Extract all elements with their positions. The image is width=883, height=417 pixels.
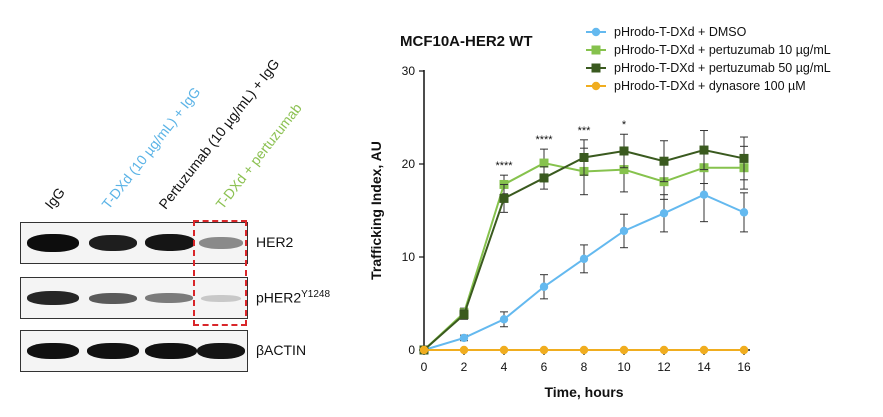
legend-label: pHrodo-T-DXd + pertuzumab 10 µg/mL [614,43,831,57]
y-tick-label: 10 [402,250,416,264]
legend-marker [591,45,601,55]
western-blot-panel: IgG T-DXd (10 µg/mL) + IgG Pertuzumab (1… [0,0,360,417]
blot-row-label-her2: HER2 [256,234,294,250]
legend-label: pHrodo-T-DXd + pertuzumab 50 µg/mL [614,61,831,75]
x-tick-label: 10 [617,360,631,374]
legend-label: pHrodo-T-DXd + dynasore 100 µM [614,79,806,93]
x-axis-title: Time, hours [544,384,623,400]
data-point [659,209,669,218]
blot-strip-bactin [20,330,248,372]
band [27,343,79,359]
x-tick-label: 12 [657,360,671,374]
legend-marker [591,27,601,37]
data-point [699,345,709,355]
pher2-site-superscript: Y1248 [301,289,331,300]
blot-row-label-pher2: pHER2Y1248 [256,289,331,306]
trafficking-chart: MCF10A-HER2 WT 0 10 20 30 0 2 4 6 8 10 12 14 16 Time, … [368,25,831,400]
band [89,235,137,251]
chart-title: MCF10A-HER2 WT [400,33,533,50]
band [145,234,195,251]
x-tick-label: 6 [541,360,548,374]
data-point [579,254,589,264]
blot-strip-her2 [20,222,248,264]
band [199,237,243,249]
legend-label: pHrodo-T-DXd + DMSO [614,25,747,39]
band [27,291,79,305]
data-point [459,310,469,320]
legend-marker [591,81,601,91]
data-point [659,345,669,355]
band [89,293,137,304]
legend-marker [591,63,601,73]
highlight-box [193,220,247,326]
data-point [699,145,709,155]
data-point [579,152,589,162]
data-point [619,226,629,236]
band [87,343,139,359]
data-point [459,345,469,355]
lane-label-igg: IgG [41,184,68,212]
y-tick-label: 20 [402,157,416,171]
data-point [699,190,709,199]
x-tick-label: 16 [737,360,751,374]
y-axis-title: Trafficking Index, AU [368,141,384,280]
data-point [619,165,629,175]
data-point [539,173,549,183]
significance-marker: *** [578,125,592,137]
data-point [619,146,629,156]
y-tick-label: 0 [408,343,415,357]
lane-label-pertuzumab-igg: Pertuzumab (10 µg/mL) + IgG [155,55,283,212]
x-tick-label: 8 [581,360,588,374]
x-tick-label: 2 [461,360,468,374]
blot-row-label-bactin: βACTIN [256,342,307,358]
significance-marker: * [622,119,627,131]
data-point [739,345,749,355]
band [27,234,79,252]
data-point [579,345,589,355]
significance-marker: **** [495,160,513,172]
band [197,343,245,359]
x-tick-label: 14 [697,360,711,374]
data-point [499,193,509,203]
data-point [539,282,549,291]
data-point [499,345,509,355]
band [145,293,193,303]
band [201,295,241,302]
lane-label-tdxd-igg: T-DXd (10 µg/mL) + IgG [98,83,204,212]
data-point [539,158,549,168]
y-tick-label: 30 [402,64,416,78]
data-point [619,345,629,355]
data-point [739,208,749,217]
data-point [539,345,549,355]
data-point [419,345,429,355]
band [145,343,197,359]
blot-strip-pher2 [20,277,248,319]
data-point [459,333,469,343]
x-tick-label: 0 [421,360,428,374]
data-point [739,153,749,163]
significance-marker: **** [535,134,553,146]
data-point [659,156,669,166]
data-point [499,315,509,324]
x-tick-label: 4 [501,360,508,374]
